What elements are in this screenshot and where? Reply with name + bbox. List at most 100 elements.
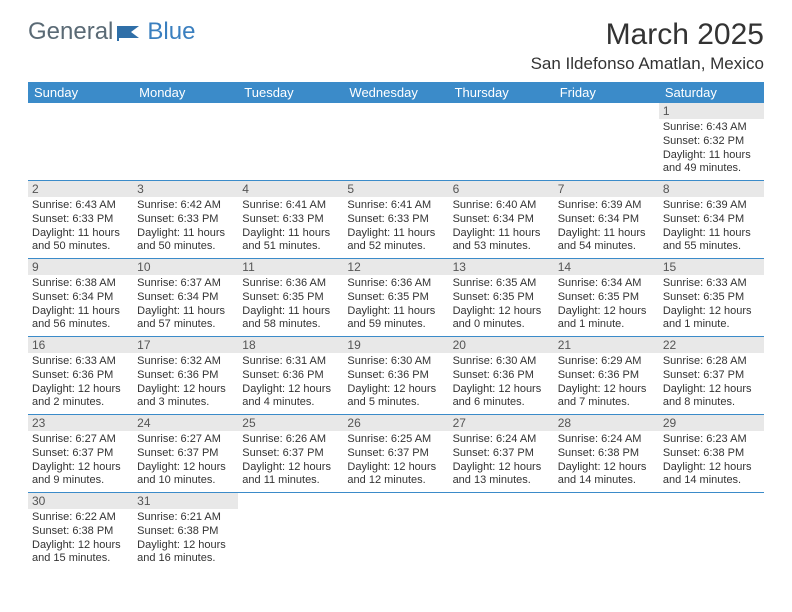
daylight-text: Daylight: 12 hours and 1 minute. <box>663 305 760 333</box>
day-number: 4 <box>238 181 343 197</box>
day-number: 27 <box>449 415 554 431</box>
sunrise-text: Sunrise: 6:30 AM <box>347 355 444 369</box>
daylight-text: Daylight: 12 hours and 9 minutes. <box>32 461 129 489</box>
day-number: 18 <box>238 337 343 353</box>
sunset-text: Sunset: 6:33 PM <box>137 213 234 227</box>
day-number: 12 <box>343 259 448 275</box>
sunrise-text: Sunrise: 6:42 AM <box>137 199 234 213</box>
calendar-day-cell: 13Sunrise: 6:35 AMSunset: 6:35 PMDayligh… <box>449 259 554 337</box>
calendar-day-cell: 23Sunrise: 6:27 AMSunset: 6:37 PMDayligh… <box>28 415 133 493</box>
calendar-day-cell: 14Sunrise: 6:34 AMSunset: 6:35 PMDayligh… <box>554 259 659 337</box>
calendar-day-cell: 17Sunrise: 6:32 AMSunset: 6:36 PMDayligh… <box>133 337 238 415</box>
daylight-text: Daylight: 12 hours and 0 minutes. <box>453 305 550 333</box>
day-number: 13 <box>449 259 554 275</box>
day-number: 6 <box>449 181 554 197</box>
calendar-day-cell: 12Sunrise: 6:36 AMSunset: 6:35 PMDayligh… <box>343 259 448 337</box>
daylight-text: Daylight: 11 hours and 52 minutes. <box>347 227 444 255</box>
logo-flag-icon <box>113 18 145 46</box>
day-number: 17 <box>133 337 238 353</box>
location: San Ildefonso Amatlan, Mexico <box>531 54 764 74</box>
sunset-text: Sunset: 6:34 PM <box>32 291 129 305</box>
daylight-text: Daylight: 11 hours and 56 minutes. <box>32 305 129 333</box>
day-number: 22 <box>659 337 764 353</box>
sunrise-text: Sunrise: 6:33 AM <box>663 277 760 291</box>
calendar-week-row: 30Sunrise: 6:22 AMSunset: 6:38 PMDayligh… <box>28 493 764 571</box>
sunrise-text: Sunrise: 6:30 AM <box>453 355 550 369</box>
sunset-text: Sunset: 6:38 PM <box>663 447 760 461</box>
calendar-day-cell: 16Sunrise: 6:33 AMSunset: 6:36 PMDayligh… <box>28 337 133 415</box>
day-number: 30 <box>28 493 133 509</box>
daylight-text: Daylight: 12 hours and 2 minutes. <box>32 383 129 411</box>
sunrise-text: Sunrise: 6:27 AM <box>32 433 129 447</box>
daylight-text: Daylight: 12 hours and 13 minutes. <box>453 461 550 489</box>
day-number: 7 <box>554 181 659 197</box>
logo-text-general: General <box>28 18 113 46</box>
page-header: General Blue March 2025 San Ildefonso Am… <box>28 18 764 74</box>
calendar-empty-cell <box>554 493 659 571</box>
sunrise-text: Sunrise: 6:36 AM <box>347 277 444 291</box>
daylight-text: Daylight: 12 hours and 11 minutes. <box>242 461 339 489</box>
sunrise-text: Sunrise: 6:28 AM <box>663 355 760 369</box>
sunrise-text: Sunrise: 6:39 AM <box>558 199 655 213</box>
sunset-text: Sunset: 6:34 PM <box>663 213 760 227</box>
sunrise-text: Sunrise: 6:38 AM <box>32 277 129 291</box>
calendar-day-cell: 2Sunrise: 6:43 AMSunset: 6:33 PMDaylight… <box>28 181 133 259</box>
sunrise-text: Sunrise: 6:37 AM <box>137 277 234 291</box>
day-number: 3 <box>133 181 238 197</box>
calendar-empty-cell <box>133 103 238 181</box>
sunrise-text: Sunrise: 6:31 AM <box>242 355 339 369</box>
sunset-text: Sunset: 6:33 PM <box>242 213 339 227</box>
sunset-text: Sunset: 6:35 PM <box>663 291 760 305</box>
calendar-day-cell: 9 Sunrise: 6:38 AMSunset: 6:34 PMDaylight… <box>28 259 133 337</box>
sunset-text: Sunset: 6:37 PM <box>453 447 550 461</box>
daylight-text: Daylight: 12 hours and 10 minutes. <box>137 461 234 489</box>
sunrise-text: Sunrise: 6:26 AM <box>242 433 339 447</box>
sunset-text: Sunset: 6:37 PM <box>663 369 760 383</box>
sunrise-text: Sunrise: 6:32 AM <box>137 355 234 369</box>
daylight-text: Daylight: 12 hours and 16 minutes. <box>137 539 234 567</box>
day-number: 14 <box>554 259 659 275</box>
daylight-text: Daylight: 12 hours and 5 minutes. <box>347 383 444 411</box>
sunset-text: Sunset: 6:34 PM <box>453 213 550 227</box>
day-number: 5 <box>343 181 448 197</box>
sunset-text: Sunset: 6:36 PM <box>453 369 550 383</box>
calendar-day-cell: 10Sunrise: 6:37 AMSunset: 6:34 PMDayligh… <box>133 259 238 337</box>
calendar-week-row: 1Sunrise: 6:43 AMSunset: 6:32 PMDaylight… <box>28 103 764 181</box>
calendar-empty-cell <box>343 493 448 571</box>
weekday-header: Wednesday <box>343 82 448 103</box>
calendar-day-cell: 18Sunrise: 6:31 AMSunset: 6:36 PMDayligh… <box>238 337 343 415</box>
calendar-week-row: 9Sunrise: 6:38 AMSunset: 6:34 PMDaylight… <box>28 259 764 337</box>
calendar-day-cell: 6Sunrise: 6:40 AMSunset: 6:34 PMDaylight… <box>449 181 554 259</box>
calendar-day-cell: 20Sunrise: 6:30 AMSunset: 6:36 PMDayligh… <box>449 337 554 415</box>
sunrise-text: Sunrise: 6:41 AM <box>242 199 339 213</box>
calendar-day-cell: 22Sunrise: 6:28 AMSunset: 6:37 PMDayligh… <box>659 337 764 415</box>
weekday-header: Monday <box>133 82 238 103</box>
sunset-text: Sunset: 6:33 PM <box>347 213 444 227</box>
day-number: 8 <box>659 181 764 197</box>
sunrise-text: Sunrise: 6:22 AM <box>32 511 129 525</box>
weekday-header: Friday <box>554 82 659 103</box>
daylight-text: Daylight: 11 hours and 50 minutes. <box>32 227 129 255</box>
weekday-header: Sunday <box>28 82 133 103</box>
calendar-day-cell: 3Sunrise: 6:42 AMSunset: 6:33 PMDaylight… <box>133 181 238 259</box>
calendar-week-row: 16Sunrise: 6:33 AMSunset: 6:36 PMDayligh… <box>28 337 764 415</box>
calendar-empty-cell <box>343 103 448 181</box>
sunrise-text: Sunrise: 6:43 AM <box>32 199 129 213</box>
calendar-empty-cell <box>659 493 764 571</box>
calendar-day-cell: 11Sunrise: 6:36 AMSunset: 6:35 PMDayligh… <box>238 259 343 337</box>
sunset-text: Sunset: 6:36 PM <box>242 369 339 383</box>
sunrise-text: Sunrise: 6:40 AM <box>453 199 550 213</box>
calendar-day-cell: 7Sunrise: 6:39 AMSunset: 6:34 PMDaylight… <box>554 181 659 259</box>
calendar-day-cell: 19Sunrise: 6:30 AMSunset: 6:36 PMDayligh… <box>343 337 448 415</box>
calendar-day-cell: 31Sunrise: 6:21 AMSunset: 6:38 PMDayligh… <box>133 493 238 571</box>
sunset-text: Sunset: 6:37 PM <box>137 447 234 461</box>
sunset-text: Sunset: 6:38 PM <box>558 447 655 461</box>
daylight-text: Daylight: 11 hours and 49 minutes. <box>663 149 760 177</box>
calendar-day-cell: 29Sunrise: 6:23 AMSunset: 6:38 PMDayligh… <box>659 415 764 493</box>
day-number: 23 <box>28 415 133 431</box>
sunset-text: Sunset: 6:33 PM <box>32 213 129 227</box>
sunrise-text: Sunrise: 6:43 AM <box>663 121 760 135</box>
day-number: 9 <box>28 259 133 275</box>
day-number: 25 <box>238 415 343 431</box>
sunset-text: Sunset: 6:36 PM <box>347 369 444 383</box>
